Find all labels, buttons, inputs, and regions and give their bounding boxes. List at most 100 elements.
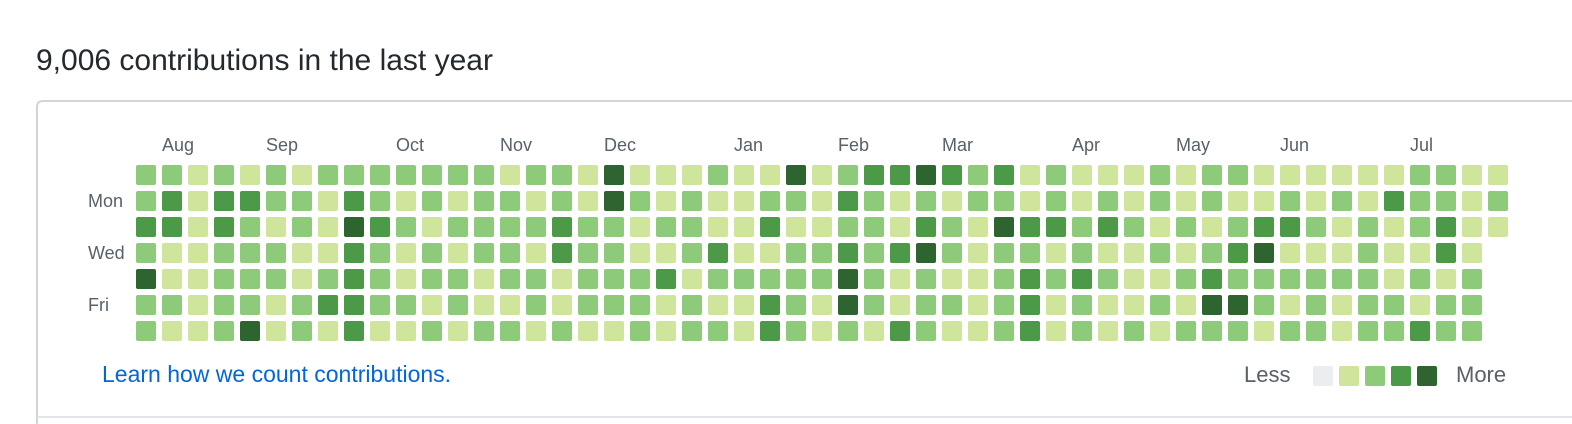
heading: 9,006 contributions in the last year [36,44,493,77]
day-cell [1462,295,1482,315]
day-cell [838,321,858,341]
day-cell [188,269,208,289]
day-cell [318,321,338,341]
day-cell [1150,217,1170,237]
day-cell [812,243,832,263]
day-cell [266,217,286,237]
day-cell [968,191,988,211]
day-cell [1280,217,1300,237]
day-cell [1124,243,1144,263]
day-cell [1384,165,1404,185]
day-cell [162,243,182,263]
day-cell [188,321,208,341]
day-cell [1306,191,1326,211]
day-cell [1124,321,1144,341]
day-cell [734,243,754,263]
day-cell [422,295,442,315]
day-cell [1462,269,1482,289]
day-cell [422,165,442,185]
day-cell [136,217,156,237]
day-cell [630,165,650,185]
day-cell [916,243,936,263]
day-cell [604,191,624,211]
day-cell [890,243,910,263]
day-cell [344,321,364,341]
day-cell [292,321,312,341]
day-cell [1410,295,1430,315]
day-cell [656,269,676,289]
day-cell [994,191,1014,211]
day-cell [422,269,442,289]
day-cell [318,295,338,315]
day-cell [1176,269,1196,289]
day-cell [786,295,806,315]
day-cell [474,243,494,263]
day-cell [240,165,260,185]
day-cell [682,217,702,237]
legend-swatch [1391,366,1411,386]
day-cell [1254,321,1274,341]
day-cell [1228,191,1248,211]
day-cell [526,191,546,211]
day-cell [526,269,546,289]
day-cell [994,217,1014,237]
day-cell [1436,269,1456,289]
day-cell [682,295,702,315]
weekday-label: Wed [88,243,125,263]
day-cell [1462,321,1482,341]
day-cell [1124,217,1144,237]
day-cell [1098,191,1118,211]
day-cell [1384,295,1404,315]
month-label: Apr [1072,135,1100,155]
day-cell [1254,191,1274,211]
day-cell [500,269,520,289]
legend-swatch [1365,366,1385,386]
day-cell [214,321,234,341]
day-cell [162,321,182,341]
day-cell [942,217,962,237]
day-cell [968,269,988,289]
day-cell [656,243,676,263]
day-cell [1462,165,1482,185]
day-cell [1020,321,1040,341]
day-cell [292,191,312,211]
day-cell [526,295,546,315]
day-cell [162,165,182,185]
day-cell [370,165,390,185]
day-cell [578,269,598,289]
day-cell [1488,191,1508,211]
day-cell [1358,243,1378,263]
day-cell [1072,217,1092,237]
day-cell [1384,269,1404,289]
help-link[interactable]: Learn how we count contributions. [102,361,451,387]
day-cell [1358,321,1378,341]
day-cell [734,321,754,341]
day-cell [1202,321,1222,341]
day-cell [864,321,884,341]
day-cell [1410,217,1430,237]
day-cell [500,243,520,263]
day-cell [786,243,806,263]
day-cell [1176,295,1196,315]
day-cell [292,295,312,315]
day-cell [1358,295,1378,315]
day-cell [474,269,494,289]
day-cell [1332,269,1352,289]
day-cell [604,217,624,237]
day-cell [1020,217,1040,237]
day-cell [1072,243,1092,263]
day-cell [890,217,910,237]
day-cell [1384,243,1404,263]
day-cell [188,217,208,237]
day-cell [396,191,416,211]
day-cell [552,269,572,289]
legend-swatch [1313,366,1333,386]
day-cell [1098,243,1118,263]
day-cell [656,295,676,315]
day-cell [396,165,416,185]
day-cell [214,165,234,185]
day-cell [1410,269,1430,289]
day-cell [474,165,494,185]
day-cell [1488,217,1508,237]
day-cell [708,321,728,341]
